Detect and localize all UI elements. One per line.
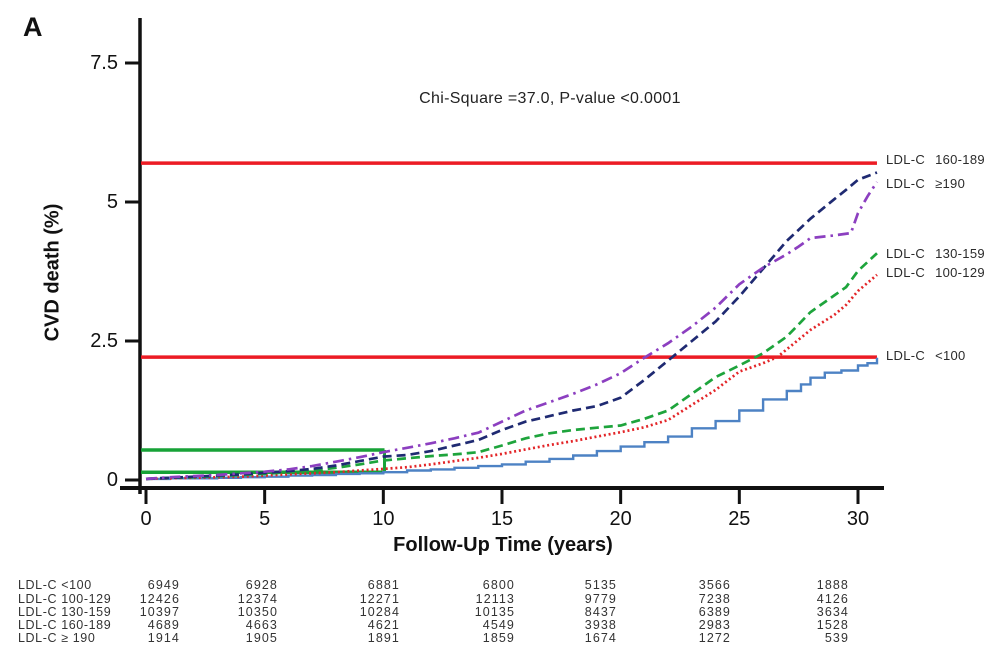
risk-table-value: 6800 (482, 578, 515, 592)
risk-table-row-label: LDL-C 160-189 (18, 618, 112, 632)
x-tick-label: 15 (490, 508, 514, 530)
panel-label: A (23, 12, 43, 42)
risk-table-value: 6881 (367, 578, 400, 592)
risk-table-value: 12113 (475, 592, 515, 606)
curve-label-group: LDL-C (886, 175, 926, 191)
risk-table-value: 6949 (147, 578, 180, 592)
chi-square-annotation: Chi-Square =37.0, P-value <0.0001 (419, 90, 681, 107)
curve-160189 (145, 171, 878, 481)
risk-table-value: 10135 (474, 605, 515, 619)
curve-end-label: LDL-C ≥190 (886, 176, 965, 192)
risk-table-value: 1905 (245, 631, 278, 645)
risk-table-value: 1891 (367, 631, 400, 645)
risk-table-value: 12426 (139, 592, 180, 606)
curve-end-label: LDL-C 130-159 (886, 246, 985, 262)
risk-table-value: 4663 (245, 618, 278, 632)
risk-table-value: 1859 (482, 631, 515, 645)
curve-label-group: LDL-C (886, 246, 926, 262)
risk-table-value: 2983 (698, 618, 731, 632)
curve-end-label: LDL-C 160-189 (886, 152, 985, 168)
risk-table-value: 10397 (139, 605, 180, 619)
risk-table-row-label: LDL-C 130-159 (18, 605, 112, 619)
risk-table-value: 12271 (359, 592, 400, 606)
risk-table-value: 3938 (584, 618, 617, 632)
risk-table-value: 10284 (359, 605, 400, 619)
x-tick-label: 5 (259, 508, 271, 530)
risk-table-value: 8437 (584, 605, 617, 619)
risk-table-value: 1888 (816, 578, 849, 592)
risk-table-row-label: LDL-C 100-129 (18, 592, 112, 606)
risk-table-value: 1272 (698, 631, 731, 645)
curve-100129 (145, 273, 878, 481)
y-tick-label: 5 (106, 191, 118, 213)
curve-100 (146, 357, 879, 481)
curve-label-range: 160-189 (935, 151, 985, 167)
risk-table-value: 5135 (584, 578, 617, 592)
y-tick-label: 2.5 (90, 330, 118, 352)
risk-table-value: 6928 (245, 578, 278, 592)
risk-table-value: 1674 (584, 631, 617, 645)
risk-table-value: 12374 (237, 592, 278, 606)
curve-end-label: LDL-C <100 (886, 348, 966, 364)
curve-label-range: <100 (935, 348, 966, 363)
risk-table-value: 539 (824, 631, 849, 645)
risk-table-value: 4549 (482, 618, 515, 632)
risk-table-value: 6389 (698, 605, 731, 619)
risk-table-value: 3566 (698, 578, 731, 592)
curve-190 (145, 181, 879, 481)
risk-table-value: 10350 (237, 605, 278, 619)
curve-label-range: 100-129 (935, 265, 985, 281)
risk-table-value: 7238 (698, 592, 731, 606)
curve-130159 (145, 252, 878, 481)
x-tick-label: 20 (609, 508, 632, 530)
x-tick-label: 10 (372, 508, 395, 530)
curve-label-group: LDL-C (886, 265, 926, 281)
risk-table-value: 4621 (367, 618, 400, 632)
curve-label-range: ≥190 (935, 175, 966, 191)
x-tick-label: 30 (846, 508, 870, 530)
x-axis-title: Follow-Up Time (years) (393, 534, 613, 556)
x-tick-label: 25 (728, 508, 751, 530)
risk-table-row-label: LDL-C <100 (18, 578, 92, 592)
y-tick-label: 0 (106, 469, 118, 491)
curve-label-range: 130-159 (935, 246, 985, 262)
curve-label-group: LDL-C (886, 348, 926, 363)
risk-table-value: 4689 (147, 618, 180, 632)
risk-table-value: 1528 (816, 618, 849, 632)
curve-end-label: LDL-C 100-129 (886, 265, 985, 281)
risk-table-row-label: LDL-C ≥ 190 (18, 631, 96, 645)
risk-table-value: 9779 (584, 592, 617, 606)
y-tick-label: 7.5 (90, 52, 118, 74)
x-tick-label: 0 (140, 508, 152, 530)
risk-table-value: 4126 (816, 592, 849, 606)
risk-table-value: 3634 (816, 605, 849, 619)
curve-label-group: LDL-C (886, 151, 926, 167)
risk-table-value: 1914 (147, 631, 180, 645)
